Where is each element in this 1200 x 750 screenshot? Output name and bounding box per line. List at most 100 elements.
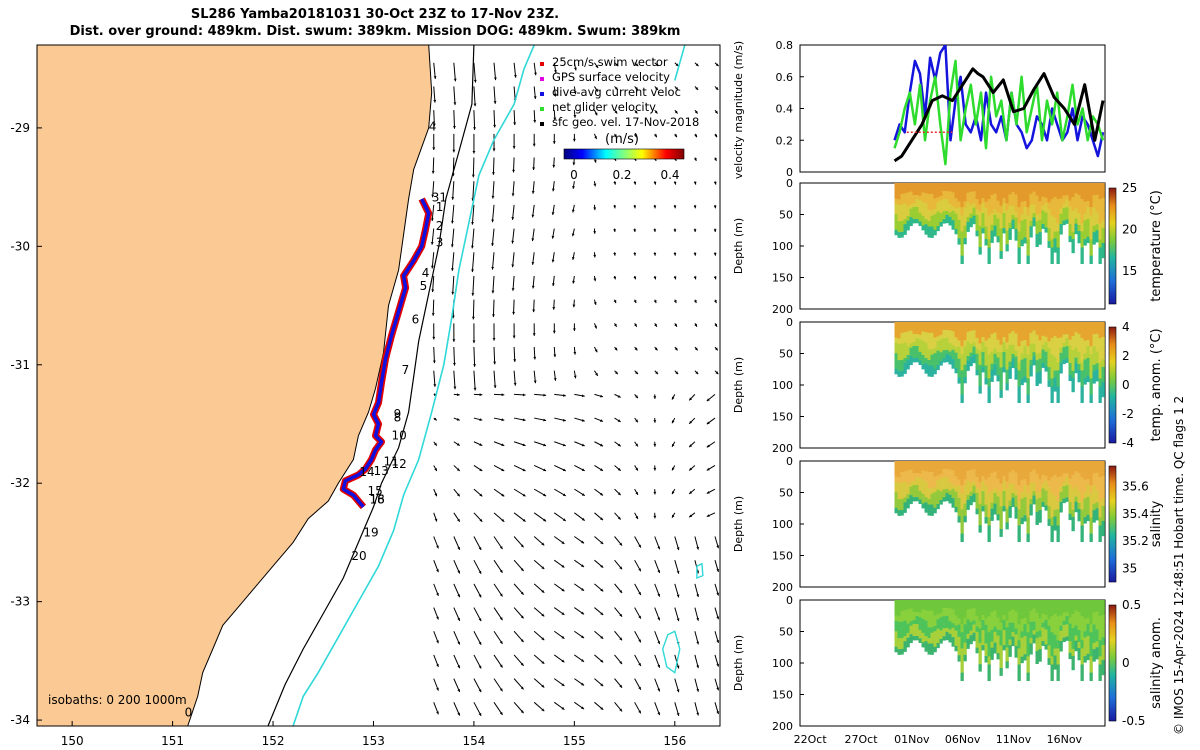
section-cell [1029, 370, 1033, 377]
section-cell [954, 208, 958, 214]
section-cell [1047, 380, 1051, 387]
section-cell [984, 479, 988, 487]
current-vector-head [613, 205, 617, 209]
current-vector-head [635, 491, 638, 495]
section-cell [999, 205, 1003, 214]
section-cell [1026, 616, 1030, 625]
section-y-tick-label: 200 [772, 303, 793, 316]
section-cell [984, 461, 988, 468]
section-cell [915, 600, 919, 605]
section-cell [1026, 255, 1030, 264]
section-cell [996, 194, 1000, 201]
section-cell [1095, 605, 1099, 613]
section-cell [1086, 322, 1090, 329]
current-vector-head [491, 290, 495, 294]
section-cell [990, 189, 994, 196]
current-vector-head [581, 682, 585, 686]
section-cell [1098, 640, 1102, 649]
section-cell [978, 496, 982, 505]
section-cell [945, 604, 949, 609]
current-vectors [430, 62, 720, 717]
section-cell [933, 183, 937, 189]
section-cell [903, 461, 907, 467]
current-vector-head [693, 157, 697, 161]
section-cell [963, 461, 967, 468]
section-cell [1098, 656, 1102, 665]
section-cell [1005, 383, 1009, 391]
section-cell [1068, 235, 1072, 243]
section-cell [1095, 230, 1099, 237]
current-vector-head [453, 362, 456, 366]
current-vector-head [619, 637, 623, 641]
section-cell [1035, 473, 1039, 481]
section-cell [993, 477, 997, 483]
section-cell [1101, 476, 1105, 484]
section-cell [966, 183, 970, 189]
section-cell [999, 668, 1003, 676]
section-cell [1035, 233, 1039, 241]
section-cell [1029, 332, 1033, 339]
section-cell [1050, 533, 1054, 542]
section-cell [1068, 333, 1072, 340]
section-cell [945, 206, 949, 212]
section-cell [1044, 644, 1048, 650]
current-vector-head [453, 78, 457, 82]
section-cell [1098, 255, 1102, 264]
section-cell [927, 327, 931, 334]
section-cell [960, 485, 964, 494]
section-cell [1041, 488, 1045, 494]
section-cell [1032, 339, 1036, 344]
section-cell [936, 619, 940, 625]
section-cell [912, 358, 916, 363]
section-cell [1089, 394, 1093, 403]
section-cell [975, 487, 979, 494]
current-vector-head [512, 311, 516, 315]
current-vector [493, 62, 497, 81]
section-cell [993, 353, 997, 360]
section-cell [1002, 198, 1006, 204]
section-cell [924, 641, 928, 647]
section-cell [990, 467, 994, 474]
section-cell [930, 183, 934, 189]
section-cell [1026, 632, 1030, 641]
section-cell [900, 327, 904, 334]
section-cell [948, 633, 952, 639]
section-cell [1062, 625, 1066, 630]
section-cell [894, 497, 898, 503]
section-cell [921, 183, 925, 188]
section-cell [975, 230, 979, 237]
current-vector-head [501, 493, 505, 497]
section-cell [957, 473, 961, 480]
legend-label: net glider velocity [552, 100, 656, 114]
section-cell [1041, 502, 1045, 507]
current-vector-head [657, 593, 661, 597]
current-vector-head [543, 518, 547, 522]
section-cell [945, 341, 949, 347]
section-cell [924, 358, 928, 364]
current-vector-head [471, 221, 474, 225]
section-cell [966, 485, 970, 491]
section-cell [1080, 469, 1084, 478]
section-cell [957, 225, 961, 233]
section-cell [1068, 502, 1072, 509]
section-cell [1008, 506, 1012, 513]
section-cell [1089, 370, 1093, 379]
section-cell [951, 623, 955, 629]
section-cell [1020, 637, 1024, 645]
section-cell [996, 188, 1000, 196]
section-cell [1086, 334, 1090, 341]
current-vector-head [655, 371, 659, 375]
section-cell [1080, 616, 1084, 625]
section-cell [1065, 608, 1069, 613]
section-cell [903, 358, 907, 364]
section-cell [972, 497, 976, 503]
section-cell [1032, 326, 1036, 331]
section-cell [1086, 600, 1090, 607]
current-vector-head [522, 443, 526, 447]
section-cell [951, 201, 955, 207]
section-cell [999, 630, 1003, 639]
section-cell [1074, 183, 1078, 189]
section-cell [969, 330, 973, 336]
section-cell [939, 500, 943, 505]
current-vector-head [593, 301, 597, 305]
